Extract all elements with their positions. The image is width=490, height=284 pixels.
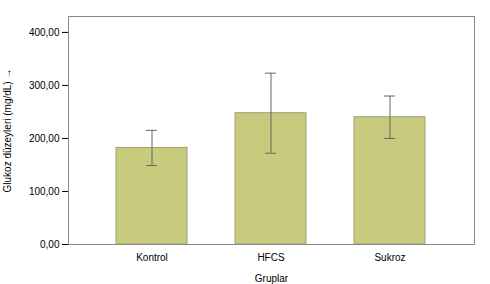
svg-text:Sukroz: Sukroz [374,252,405,263]
svg-text:0,00: 0,00 [40,239,60,250]
svg-text:200,00: 200,00 [29,133,60,144]
svg-text:Gruplar: Gruplar [255,273,289,284]
svg-text:300,00: 300,00 [29,80,60,91]
svg-text:100,00: 100,00 [29,186,60,197]
svg-text:400,00: 400,00 [29,27,60,38]
svg-text:Kontrol: Kontrol [136,252,168,263]
svg-text:HFCS: HFCS [257,252,285,263]
svg-text:Glukoz düzeyleri (mg/dL) →: Glukoz düzeyleri (mg/dL) → [2,69,13,193]
